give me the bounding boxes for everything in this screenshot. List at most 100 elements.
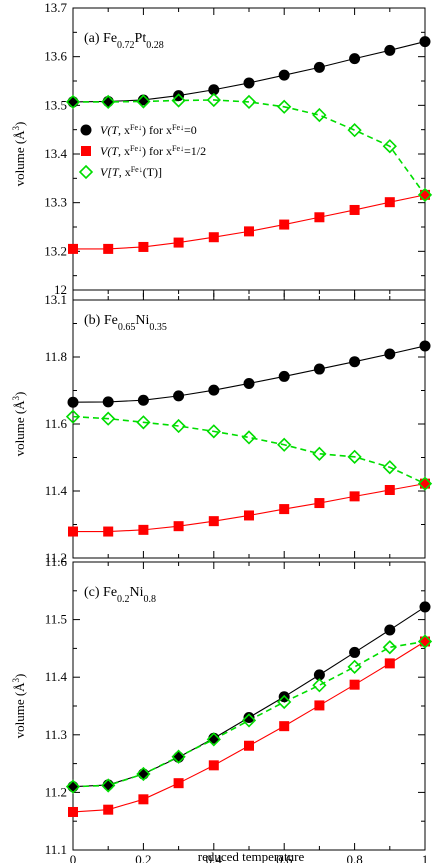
- y-axis-label: volume (Å3): [11, 392, 27, 457]
- data-point-square: [173, 778, 184, 789]
- data-point-circle: [243, 712, 255, 724]
- data-point-diamond: [65, 409, 81, 424]
- data-point-square: [103, 526, 114, 537]
- y-tick-label: 11.6: [45, 554, 68, 569]
- legend: V(T, xFe↓) for xFe↓=0 V(T, xFe↓) for xFe↓…: [78, 123, 206, 180]
- panel-c: 11.1 11.2 11.3 11.4 11.5 11.6 volume (Å3) (c) F…: [11, 554, 433, 863]
- series-line-0: [72, 606, 426, 788]
- x-tick-label: 0.4: [206, 852, 223, 863]
- data-point-circle: [384, 44, 396, 56]
- data-point-circle: [243, 377, 255, 389]
- data-point-circle: [137, 394, 149, 406]
- panel-label: (c) Fe0.2Ni0.8: [84, 585, 156, 605]
- data-point-diamond: [206, 92, 221, 108]
- plot-frame: [72, 561, 426, 851]
- data-point-diamond: [241, 713, 257, 728]
- data-point-square: [68, 526, 78, 537]
- data-point-square: [384, 658, 395, 669]
- data-point-diamond: [101, 94, 116, 110]
- data-point-circle: [384, 624, 396, 636]
- data-point-diamond: [312, 107, 327, 123]
- data-point-square: [314, 212, 325, 223]
- data-point-diamond: [417, 476, 433, 491]
- data-point-diamond: [382, 460, 397, 475]
- y-tick-label: 11.4: [45, 483, 68, 498]
- data-point-circle: [173, 390, 185, 402]
- data-point-square: [138, 794, 149, 805]
- series-line-0: [72, 345, 426, 403]
- panel-a: 13.1 13.2 13.3 13.4 13.5 13.6 13.7 volume (Å3) (…: [11, 0, 433, 307]
- data-point-circle: [349, 646, 361, 658]
- data-point-circle: [384, 348, 396, 360]
- data-point-diamond: [347, 449, 362, 464]
- legend-entry-2: V[T, xFe↓(T)]: [100, 165, 162, 180]
- x-tick-label: 0.2: [135, 852, 151, 863]
- x-tick-label: 0.6: [276, 852, 293, 863]
- data-point-square: [244, 226, 254, 237]
- data-point-square: [138, 524, 149, 535]
- data-point-diamond: [312, 446, 327, 461]
- data-point-square: [420, 189, 430, 200]
- data-point-circle: [278, 370, 290, 382]
- data-point-square: [349, 491, 360, 502]
- data-point-diamond: [171, 418, 186, 434]
- data-point-circle: [67, 96, 79, 108]
- data-point-circle: [313, 61, 325, 73]
- series-line-1: [73, 194, 426, 250]
- x-axis-label: reduced temperature: [198, 849, 305, 863]
- data-point-diamond: [277, 437, 292, 452]
- data-point-square: [103, 243, 114, 254]
- data-point-diamond: [136, 415, 151, 430]
- data-point-square: [173, 521, 184, 532]
- y-tick-label: 13.4: [44, 146, 67, 161]
- x-tick-label: 1: [422, 852, 429, 863]
- panel-label: (a) Fe0.72Pt0.28: [84, 31, 164, 51]
- x-tick-label: 0.8: [346, 852, 362, 863]
- data-point-circle: [419, 36, 431, 48]
- data-point-square: [420, 636, 430, 647]
- data-point-circle: [349, 53, 361, 65]
- data-point-circle: [137, 768, 149, 780]
- data-point-diamond: [382, 640, 397, 655]
- y-axis-label: volume (Å3): [11, 674, 27, 739]
- data-point-diamond: [277, 694, 292, 710]
- legend-marker-square: [81, 146, 91, 156]
- panel-label: (b) Fe0.65Ni0.35: [84, 313, 167, 333]
- data-point-diamond: [241, 430, 257, 445]
- data-point-circle: [67, 781, 79, 793]
- data-point-square: [279, 219, 290, 230]
- data-point-square: [103, 804, 114, 815]
- data-point-diamond: [382, 139, 397, 154]
- data-point-circle: [278, 69, 290, 81]
- data-point-diamond: [347, 659, 362, 674]
- data-point-circle: [349, 356, 361, 368]
- data-point-square: [173, 237, 184, 248]
- data-point-square: [68, 243, 78, 254]
- data-point-square: [349, 204, 360, 215]
- data-point-diamond: [136, 94, 151, 109]
- data-point-diamond: [417, 187, 433, 203]
- data-point-diamond: [312, 678, 327, 693]
- data-point-circle: [102, 95, 114, 107]
- data-point-circle: [313, 363, 325, 375]
- data-point-diamond: [206, 424, 221, 439]
- series-line-0: [72, 41, 426, 103]
- y-axis-label: volume (Å3): [11, 122, 27, 187]
- data-point-square: [279, 721, 290, 732]
- data-point-square: [420, 478, 430, 489]
- data-point-circle: [208, 384, 220, 396]
- legend-entry-1: V(T, xFe↓) for xFe↓=1/2: [100, 144, 206, 159]
- data-point-circle: [208, 84, 220, 96]
- panel-b: 11.2 11.4 11.6 11.8 12 volume (Å3) (b) Fe0.65N…: [11, 282, 433, 565]
- series-line-1: [73, 483, 426, 533]
- y-tick-label: 13.6: [44, 49, 67, 64]
- y-tick-label: 13.3: [44, 195, 67, 210]
- data-point-square: [208, 760, 219, 771]
- data-point-circle: [419, 340, 431, 352]
- y-tick-label: 13.2: [44, 243, 67, 258]
- y-tick-label: 11.3: [45, 727, 67, 742]
- data-point-diamond: [136, 766, 151, 782]
- y-tick-label: 11.2: [45, 550, 67, 565]
- data-point-diamond: [417, 634, 433, 649]
